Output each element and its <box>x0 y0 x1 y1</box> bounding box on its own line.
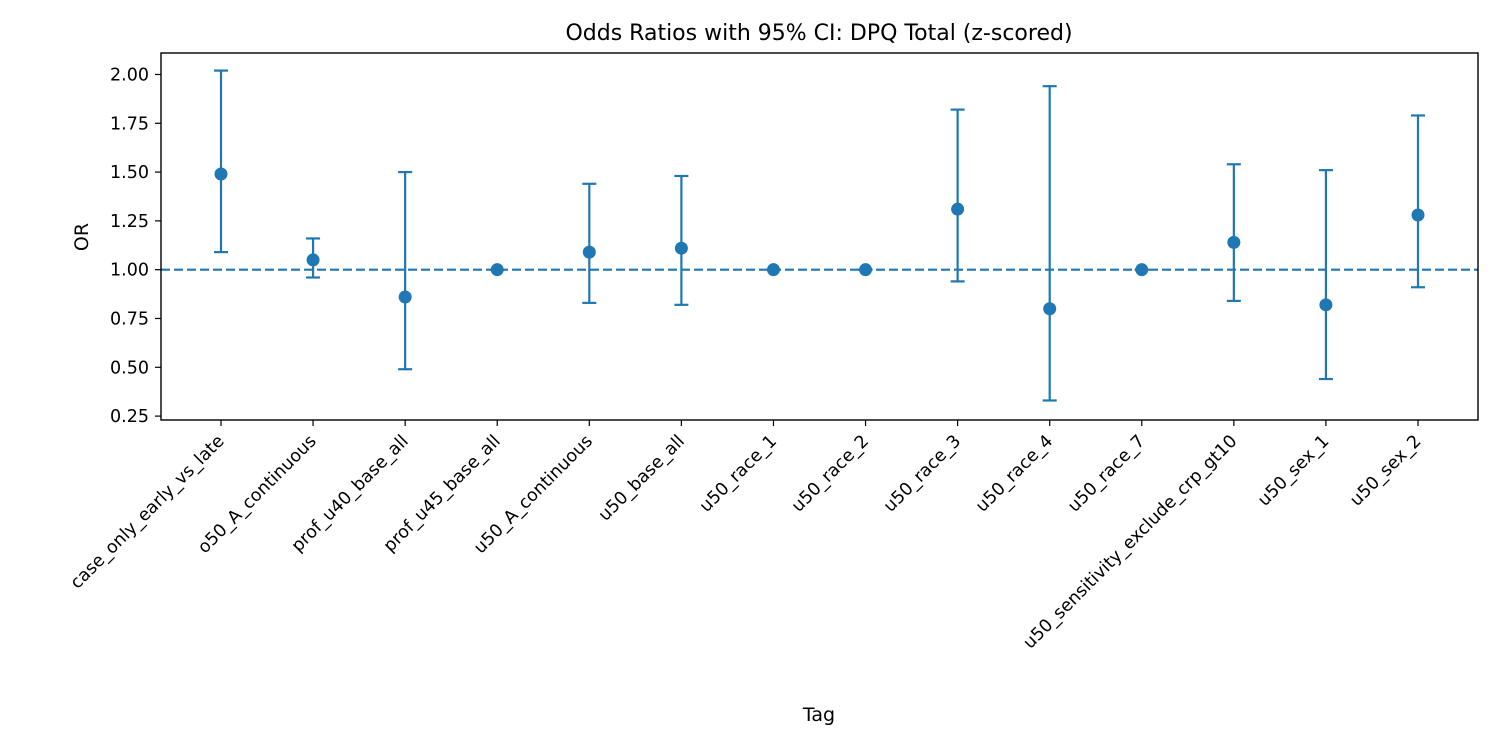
data-point-group <box>582 182 597 304</box>
data-point-group <box>1134 263 1149 277</box>
data-point-group <box>766 263 781 277</box>
data-point-group <box>490 263 505 277</box>
plot-frame <box>160 52 1479 421</box>
y-tick-label: 0.50 <box>110 358 149 378</box>
y-tick-label: 1.75 <box>110 114 149 134</box>
x-tick-label: u50_race_1 <box>696 431 781 516</box>
data-point-group <box>674 174 689 306</box>
x-axis-label: Tag <box>802 704 835 726</box>
x-tick-label: u50_race_2 <box>788 431 873 516</box>
data-point-group <box>398 170 413 371</box>
y-tick-label: 1.00 <box>110 261 149 281</box>
y-tick-label: 0.75 <box>110 309 149 329</box>
data-point <box>1135 263 1149 277</box>
data-point <box>951 202 965 216</box>
data-point <box>859 263 873 277</box>
data-point-group <box>950 108 965 283</box>
x-tick-label: case_only_early_vs_late <box>67 431 229 593</box>
x-tick-label: u50_base_all <box>595 431 689 525</box>
y-tick-label: 1.25 <box>110 212 149 232</box>
data-point-group <box>858 263 873 277</box>
data-point <box>1227 235 1241 249</box>
x-tick-label: u50_sex_1 <box>1254 431 1333 510</box>
y-tick-label: 1.50 <box>110 163 149 183</box>
data-point-group <box>1226 163 1241 303</box>
data-point <box>306 253 320 267</box>
x-tick-label: u50_race_4 <box>972 431 1057 516</box>
data-point <box>674 241 688 255</box>
data-point-group <box>214 69 228 254</box>
data-point <box>1411 208 1425 222</box>
y-axis-label: OR <box>71 223 93 251</box>
data-point-group <box>1042 85 1057 402</box>
x-tick-label: u50_sex_2 <box>1346 431 1425 510</box>
data-point <box>766 263 780 277</box>
data-point <box>1043 302 1057 316</box>
data-point-group <box>1318 169 1333 381</box>
y-tick-label: 2.00 <box>110 65 149 85</box>
data-point-group <box>306 237 321 279</box>
x-tick-label: u50_race_7 <box>1064 431 1149 516</box>
x-tick-label: u50_race_3 <box>880 431 965 516</box>
plot-layer: 0.25 0.50 0.75 1.00 1.25 1.50 1.75 2.00 case_onl… <box>67 65 1478 653</box>
data-point <box>1319 298 1333 312</box>
data-point <box>582 245 596 259</box>
y-tick-label: 0.25 <box>110 407 149 427</box>
x-tick-label: u50_sensitivity_exclude_crp_gt10 <box>1020 431 1242 653</box>
chart-title: Odds Ratios with 95% CI: DPQ Total (z-sc… <box>565 21 1072 46</box>
data-point <box>490 263 504 277</box>
data-point <box>214 167 228 181</box>
data-point <box>398 290 412 304</box>
data-point-group <box>1411 114 1425 289</box>
